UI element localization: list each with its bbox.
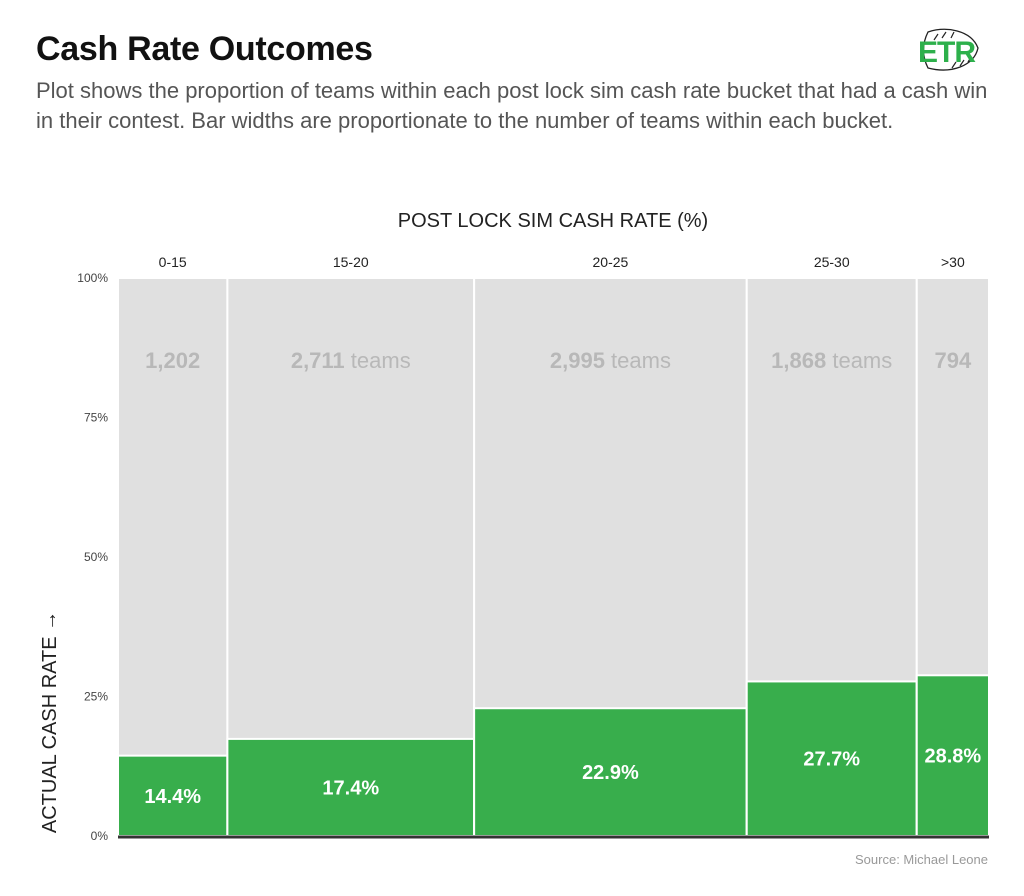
team-count-suffix: teams: [826, 348, 892, 373]
value-label: 22.9%: [582, 762, 639, 784]
team-count-label: 2,711 teams: [291, 348, 411, 373]
y-tick-label: 0%: [91, 829, 109, 843]
team-count-label: 794: [935, 348, 972, 373]
chart-subtitle: Plot shows the proportion of teams withi…: [36, 78, 988, 133]
x-category-labels: 0-15 15-20 20-25 25-30 >30: [159, 254, 965, 270]
team-count-number: 2,711: [291, 348, 345, 373]
bar-cash-rate: [915, 674, 991, 838]
bar-cash-rate: [226, 737, 476, 838]
bar-column-25-30: 1,868 teams 27.7%: [745, 277, 918, 838]
x-category-label: 25-30: [814, 254, 850, 270]
etr-logo: ETR: [916, 26, 982, 74]
y-axis-ticks: 0% 25% 50% 75% 100%: [77, 271, 108, 843]
team-count-suffix: teams: [605, 348, 671, 373]
x-axis-title: POST LOCK SIM CASH RATE (%): [398, 210, 708, 232]
source-note: Source: Michael Leone: [855, 852, 988, 867]
bar-background: [117, 277, 229, 837]
bar-cash-rate: [745, 680, 918, 838]
logo-text: ETR: [918, 36, 976, 69]
bar-cash-rate: [117, 754, 229, 838]
y-tick-label: 25%: [84, 690, 108, 704]
x-category-label: 20-25: [593, 254, 629, 270]
bar-column-15-20: 2,711 teams 17.4%: [226, 277, 476, 838]
team-count-number: 2,995: [550, 348, 605, 373]
value-label: 14.4%: [144, 786, 201, 808]
bar-column-0-15: 1,202 14.4%: [117, 277, 229, 838]
x-category-label: 15-20: [333, 254, 369, 270]
value-label: 28.8%: [925, 746, 982, 768]
x-category-label: 0-15: [159, 254, 187, 270]
team-count-number: 1,202: [145, 348, 200, 373]
team-count-label: 1,202: [145, 348, 200, 373]
bar-column->30: 794 28.8%: [915, 277, 991, 838]
team-count-number: 794: [935, 348, 972, 373]
y-tick-label: 100%: [77, 271, 108, 285]
team-count-suffix: teams: [345, 348, 411, 373]
y-tick-label: 75%: [84, 411, 108, 425]
football-icon: [922, 28, 979, 71]
y-tick-label: 50%: [84, 550, 108, 564]
team-count-label: 1,868 teams: [771, 348, 892, 373]
bars-group: 1,202 14.4% 2,711 teams 17.4% 2,995 teams 22.…: [117, 277, 991, 838]
value-label: 17.4%: [322, 777, 379, 799]
team-count-number: 1,868: [771, 348, 826, 373]
y-axis-title: ACTUAL CASH RATE →: [39, 611, 61, 833]
bar-column-20-25: 2,995 teams 22.9%: [473, 277, 748, 838]
x-category-label: >30: [941, 254, 965, 270]
chart-title: Cash Rate Outcomes: [36, 30, 373, 68]
value-label: 27.7%: [803, 749, 860, 771]
team-count-label: 2,995 teams: [550, 348, 671, 373]
